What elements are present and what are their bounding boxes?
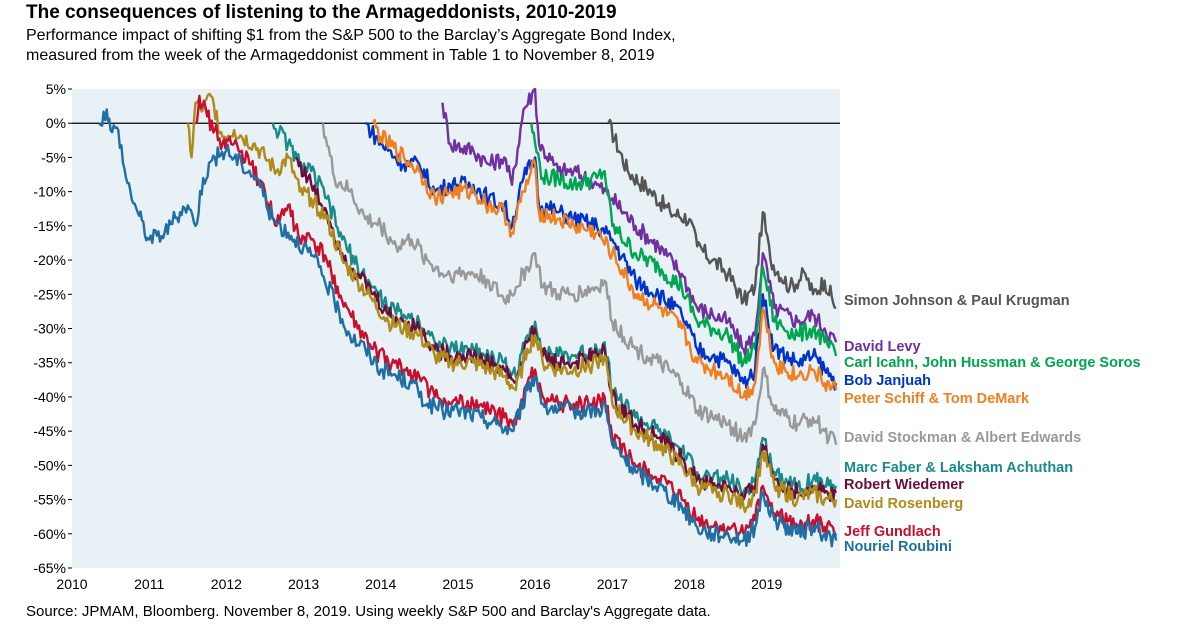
chart-subtitle: Performance impact of shifting $1 from t…: [26, 26, 846, 66]
series-label: David Stockman & Albert Edwards: [844, 430, 1081, 446]
plot-area: [72, 89, 840, 568]
y-tick-label: -20%: [33, 252, 66, 268]
y-tick-label: 0%: [46, 115, 66, 131]
x-axis: 2010 2011 2012 2013 2014 2015 2016 2017 2018 2019: [56, 576, 782, 592]
y-tick-label: -50%: [33, 457, 66, 473]
series-label: Bob Janjuah: [844, 373, 931, 389]
y-tick-label: -65%: [33, 560, 66, 576]
x-tick-label: 2011: [134, 576, 164, 592]
chart-title: The consequences of listening to the Arm…: [26, 2, 617, 23]
y-tick-label: -60%: [33, 526, 66, 542]
series-label: Carl Icahn, John Hussman & George Soros: [844, 355, 1141, 371]
y-tick-label: -25%: [33, 286, 66, 302]
x-tick-label: 2019: [751, 576, 782, 592]
series-line: [321, 123, 838, 446]
series-label: David Levy: [844, 339, 921, 355]
x-tick-label: 2012: [211, 576, 242, 592]
y-tick-label: -40%: [33, 389, 66, 405]
y-tick-label: -5%: [41, 149, 66, 165]
series-line: [186, 92, 838, 514]
x-tick-label: 2016: [520, 576, 551, 592]
source-note: Source: JPMAM, Bloomberg. November 8, 20…: [26, 603, 711, 620]
y-tick-label: 5%: [46, 81, 66, 97]
y-tick-label: -10%: [33, 184, 66, 200]
series-line: [607, 118, 837, 310]
series-label: David Rosenberg: [844, 496, 963, 512]
series-lines: [98, 87, 838, 548]
series-label: Jeff Gundlach: [844, 524, 941, 540]
series-label: Nouriel Roubini: [844, 539, 952, 555]
series-line: [530, 123, 838, 368]
subtitle-line-2: measured from the week of the Armageddon…: [26, 47, 655, 64]
x-tick-label: 2018: [674, 576, 705, 592]
x-tick-label: 2015: [442, 576, 473, 592]
series-label: Robert Wiedemer: [844, 477, 964, 493]
series-line: [371, 118, 838, 401]
y-tick-label: -15%: [33, 218, 66, 234]
subtitle-line-1: Performance impact of shifting $1 from t…: [26, 27, 676, 44]
series-labels: Simon Johnson & Paul Krugman David LevyCa…: [844, 293, 1141, 555]
series-label: Marc Faber & Laksham Achuthan: [844, 460, 1073, 476]
series-label: Peter Schiff & Tom DeMark: [844, 391, 1030, 407]
series-label: Simon Johnson & Paul Krugman: [844, 293, 1070, 309]
x-tick-label: 2017: [597, 576, 628, 592]
y-axis: 5% 0% -5% -10% -15% -20% -25% -30% -35% -40% -45% -…: [33, 81, 72, 576]
x-tick-label: 2014: [365, 576, 396, 592]
series-line: [441, 87, 838, 356]
y-tick-label: -45%: [33, 423, 66, 439]
y-tick-label: -30%: [33, 321, 66, 337]
x-tick-label: 2010: [56, 576, 87, 592]
series-line: [294, 156, 838, 503]
y-tick-label: -55%: [33, 492, 66, 508]
series-line: [98, 108, 838, 548]
y-tick-label: -35%: [33, 355, 66, 371]
x-tick-label: 2013: [288, 576, 319, 592]
